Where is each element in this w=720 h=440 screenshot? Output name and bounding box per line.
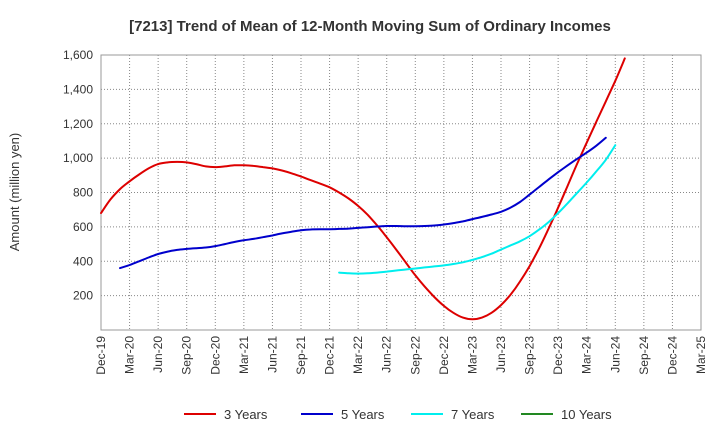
x-tick-label: Dec-20 [208,336,222,375]
chart-title: [7213] Trend of Mean of 12-Month Moving … [129,18,611,35]
series-line-3-years [100,57,626,321]
x-tick-label: Mar-20 [123,336,137,374]
x-tick-label: Mar-21 [237,336,251,374]
x-tick-label: Jun-22 [380,336,394,373]
x-tick-label: Mar-24 [580,336,594,374]
plot-frame [100,54,702,331]
legend-label-5-years: 5 Years [341,407,385,422]
x-tick-label: Sep-21 [294,336,308,375]
y-tick-label: 1,200 [63,117,93,131]
x-tick-labels: Dec-19 Mar-20 Jun-20 Sep-20 Dec-20 Mar-21 Jun-… [94,336,708,375]
y-tick-label: 400 [73,254,93,268]
x-tick-label: Mar-25 [694,336,708,374]
x-tick-label: Sep-20 [180,336,194,375]
x-tick-label: Dec-23 [551,336,565,375]
series-lines [100,57,626,321]
x-tick-label: Mar-22 [351,336,365,374]
y-tick-label: 1,400 [63,82,93,96]
legend-label-10-years: 10 Years [561,407,612,422]
x-tick-label: Sep-24 [637,336,651,375]
y-tick-label: 200 [73,289,93,303]
y-tick-label: 600 [73,220,93,234]
legend-label-7-years: 7 Years [451,407,495,422]
x-tick-label: Dec-19 [94,336,108,375]
series-line-7-years [338,144,617,275]
y-axis-label: Amount (million yen) [7,133,22,252]
y-tick-label: 800 [73,186,93,200]
y-tick-label: 1,600 [63,48,93,62]
x-tick-label: Jun-21 [265,336,279,373]
y-tick-label: 1,000 [63,151,93,165]
x-tick-label: Sep-23 [523,336,537,375]
x-tick-label: Dec-24 [665,336,679,375]
x-tick-label: Jun-24 [608,336,622,373]
x-tick-label: Dec-22 [437,336,451,375]
x-tick-label: Sep-22 [408,336,422,375]
x-tick-label: Jun-23 [494,336,508,373]
y-tick-labels: 200 400 600 800 1,000 1,200 1,400 1,600 [63,48,93,303]
x-tick-label: Mar-23 [465,336,479,374]
x-tick-label: Dec-21 [323,336,337,375]
grid [100,54,702,330]
legend: 3 Years 5 Years 7 Years 10 Years [184,407,612,422]
x-tick-label: Jun-20 [151,336,165,373]
legend-label-3-years: 3 Years [224,407,268,422]
series-line-5-years [119,136,607,270]
